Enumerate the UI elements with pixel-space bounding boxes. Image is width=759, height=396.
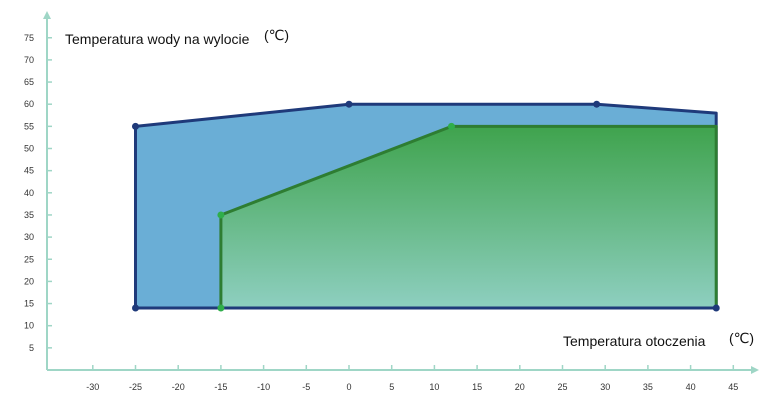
x-tick-label: 15 <box>472 382 482 392</box>
blue-series-point <box>593 100 601 108</box>
x-tick-label: -25 <box>129 382 142 392</box>
x-tick-label: 10 <box>429 382 439 392</box>
y-tick-label: 25 <box>24 254 34 264</box>
series-markers <box>132 100 720 312</box>
series-areas <box>134 102 718 310</box>
x-tick-label: 5 <box>389 382 394 392</box>
y-tick-label: 5 <box>29 343 34 353</box>
x-axis-arrow <box>751 366 759 374</box>
y-axis-title: Temperatura wody na wylocie <box>65 31 250 47</box>
y-tick-label: 35 <box>24 210 34 220</box>
x-tick-label: -20 <box>172 382 185 392</box>
green-series-point <box>217 304 225 312</box>
x-tick-label: -10 <box>257 382 270 392</box>
y-tick-label: 70 <box>24 55 34 65</box>
blue-series-point <box>345 100 353 108</box>
x-tick-labels: -30 -25 -20 -15 -10 -5 0 5 10 15 20 25 30 35 40 45 <box>86 382 738 392</box>
blue-series-point <box>132 122 139 130</box>
green-series-point <box>217 211 225 219</box>
y-axis-arrow <box>43 11 51 19</box>
x-axis-title: Temperatura otoczenia <box>563 333 706 349</box>
axes <box>43 11 759 374</box>
y-tick-labels: 5 10 15 20 25 30 35 40 45 50 55 60 65 70 75 <box>24 33 34 353</box>
x-tick-label: 0 <box>346 382 351 392</box>
x-tick-label: -30 <box>86 382 99 392</box>
y-axis-unit: (℃) <box>264 27 289 43</box>
x-tick-label: 25 <box>557 382 567 392</box>
y-tick-label: 55 <box>24 121 34 131</box>
y-tick-label: 65 <box>24 77 34 87</box>
blue-series-point <box>132 304 139 312</box>
x-axis-unit: (℃) <box>729 330 754 346</box>
x-tick-label: 40 <box>686 382 696 392</box>
x-tick-label: 20 <box>515 382 525 392</box>
y-tick-label: 10 <box>24 321 34 331</box>
y-tick-label: 30 <box>24 232 34 242</box>
y-tick-label: 20 <box>24 276 34 286</box>
x-tick-label: -15 <box>214 382 227 392</box>
y-tick-label: 50 <box>24 144 34 154</box>
y-tick-label: 60 <box>24 99 34 109</box>
y-tick-label: 40 <box>24 188 34 198</box>
y-tick-label: 45 <box>24 166 34 176</box>
green-series-point <box>447 122 455 130</box>
x-tick-label: 30 <box>600 382 610 392</box>
x-tick-label: 35 <box>643 382 653 392</box>
y-tick-label: 75 <box>24 33 34 43</box>
x-tick-label: 45 <box>728 382 738 392</box>
y-tick-label: 15 <box>24 299 34 309</box>
blue-series-point <box>712 304 720 312</box>
x-tick-label: -5 <box>302 382 310 392</box>
